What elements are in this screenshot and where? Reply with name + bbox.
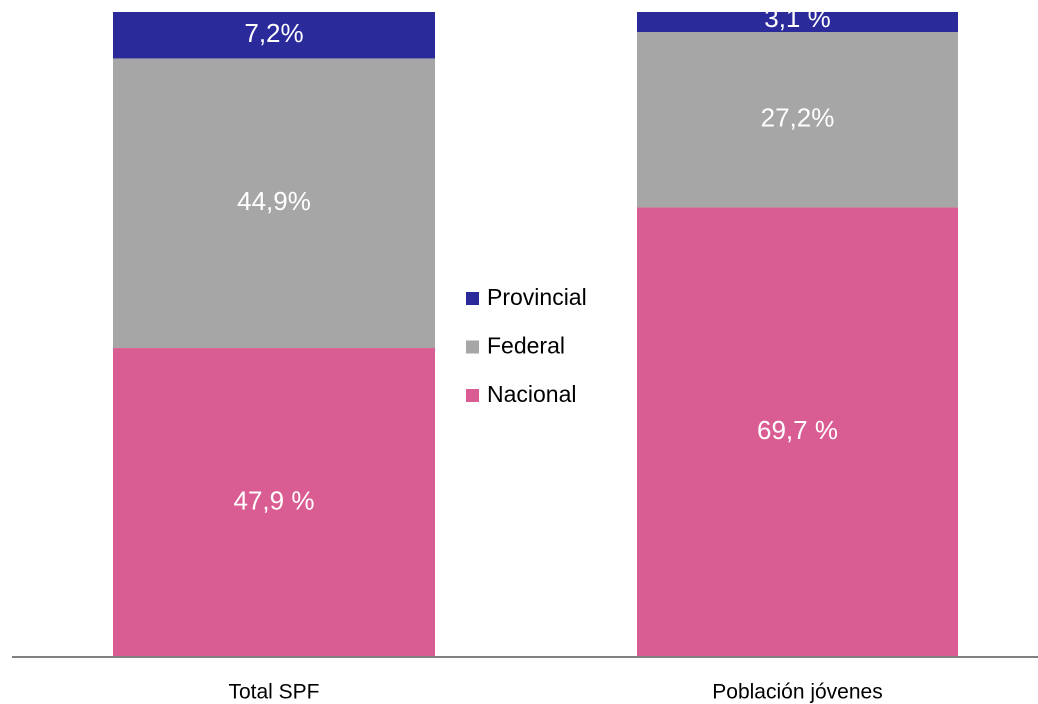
value-label: 47,9 % — [234, 485, 315, 515]
legend-swatch — [466, 389, 479, 402]
bar-segment — [113, 12, 435, 59]
legend-swatch — [466, 292, 479, 305]
legend-label: Federal — [487, 333, 565, 359]
bar-segment — [113, 58, 435, 349]
value-label: 44,9% — [237, 186, 311, 216]
bar-segment — [637, 31, 958, 208]
legend-label: Provincial — [487, 284, 587, 310]
legend-label: Nacional — [487, 381, 577, 407]
value-label: 3,1 % — [764, 3, 831, 33]
value-label: 7,2% — [244, 18, 303, 48]
bar-segment — [637, 207, 958, 657]
legend-swatch — [466, 340, 479, 354]
value-label: 69,7 % — [757, 415, 838, 445]
bar-segment — [113, 348, 435, 657]
value-label: 27,2% — [761, 103, 835, 133]
bar-segment — [637, 12, 958, 32]
x-tick-label: Población jóvenes — [712, 681, 882, 704]
x-tick-label: Total SPF — [228, 681, 319, 704]
